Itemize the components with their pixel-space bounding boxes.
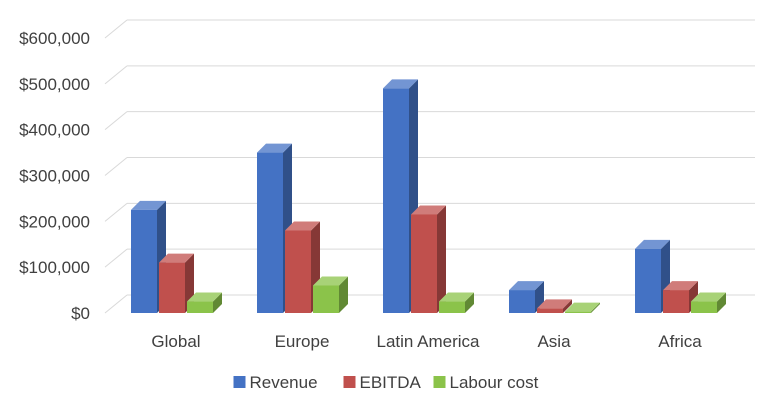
bar-top: [285, 221, 320, 231]
y-tick-label: $600,000: [19, 29, 90, 48]
bar-revenue: [635, 248, 661, 313]
bar-top: [537, 299, 572, 309]
bar-side: [339, 276, 348, 313]
bar-top: [663, 281, 698, 291]
bar-top: [131, 200, 166, 210]
bar-ebitda: [159, 262, 185, 313]
gridline-depth: [104, 202, 128, 222]
bar-top: [187, 292, 222, 302]
y-tick-label: $500,000: [19, 75, 90, 94]
gridline-depth: [104, 111, 128, 131]
bar-top: [159, 253, 194, 263]
bar-ebitda: [663, 290, 689, 313]
bar-top: [383, 79, 418, 89]
bar-labour-cost: [565, 311, 591, 313]
bar-ebitda: [537, 308, 563, 313]
legend-swatch: [343, 376, 356, 388]
x-tick-label: Africa: [658, 332, 702, 351]
legend-swatch: [433, 376, 446, 388]
bar-top: [257, 143, 292, 153]
bar-revenue: [509, 290, 535, 313]
legend-label: Revenue: [250, 373, 318, 392]
bar-labour-cost: [187, 301, 213, 313]
gridline-depth: [104, 248, 128, 268]
gridline-depth: [104, 294, 128, 314]
x-tick-label: Latin America: [377, 332, 481, 351]
y-tick-label: $100,000: [19, 258, 90, 277]
bar-ebitda: [285, 230, 311, 313]
bar-top: [635, 239, 670, 249]
y-tick-label: $0: [71, 304, 90, 323]
x-tick-label: Global: [151, 332, 200, 351]
bar-revenue: [131, 209, 157, 313]
bar-labour-cost: [691, 301, 717, 313]
x-tick-label: Europe: [275, 332, 330, 351]
y-tick-label: $400,000: [19, 121, 90, 140]
bar-side: [213, 292, 222, 313]
bar-labour-cost: [313, 285, 339, 313]
gridline-depth: [104, 157, 128, 176]
x-tick-label: Asia: [537, 332, 571, 351]
bar-top: [439, 292, 474, 302]
y-tick-label: $300,000: [19, 167, 90, 186]
gridline-depth: [104, 19, 128, 39]
bar-side: [717, 292, 726, 313]
bar-top: [509, 281, 544, 291]
gridline-depth: [104, 65, 128, 85]
bar-top: [411, 205, 446, 215]
y-tick-label: $200,000: [19, 212, 90, 231]
bar-side: [437, 205, 446, 313]
bar-labour-cost: [439, 301, 465, 313]
bar-ebitda: [411, 214, 437, 313]
bar-revenue: [257, 152, 283, 313]
legend-label: EBITDA: [360, 373, 422, 392]
bar-revenue: [383, 88, 409, 314]
bar-top: [565, 302, 600, 312]
bar-side: [591, 302, 600, 313]
bar-side: [563, 299, 572, 313]
legend-swatch: [233, 376, 246, 388]
bar-top: [313, 276, 348, 286]
bar-side: [465, 292, 474, 313]
legend-label: Labour cost: [450, 373, 539, 392]
bar-top: [691, 292, 726, 302]
